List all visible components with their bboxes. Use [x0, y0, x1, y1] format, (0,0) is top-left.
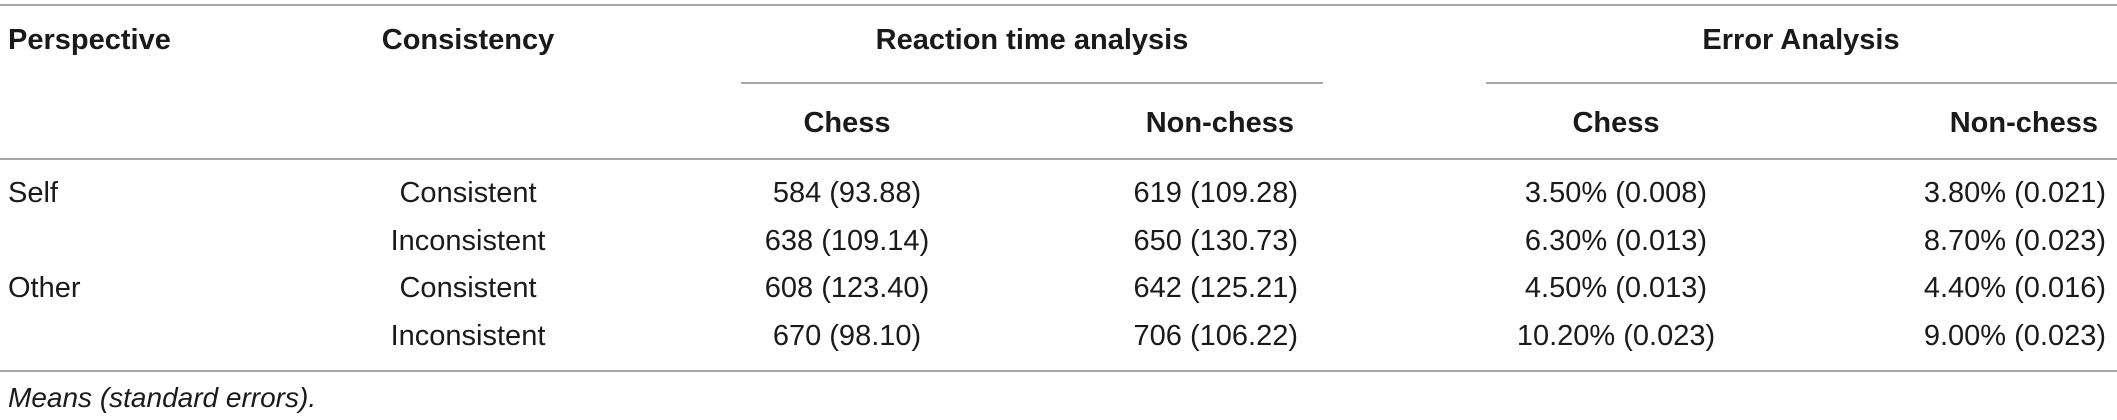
table-row-2-perspective: Other	[8, 272, 81, 304]
table-row-2-err-nonchess: 4.40% (0.016)	[1923, 272, 2106, 304]
table-row-0-err-chess: 3.50% (0.008)	[1524, 177, 1708, 209]
table-row-3-err-nonchess: 9.00% (0.023)	[1923, 320, 2106, 352]
top-rule	[0, 4, 2117, 6]
table-bottom-rule	[0, 370, 2117, 372]
table-row-3-consistency: Inconsistent	[390, 320, 546, 352]
table-row-0-err-nonchess: 3.80% (0.021)	[1923, 177, 2106, 209]
table-row-1-err-chess: 6.30% (0.013)	[1524, 225, 1708, 257]
table-row-0-rt-nonchess: 619 (109.28)	[1133, 177, 1298, 209]
header-err-chess: Chess	[1572, 107, 1660, 139]
table-row-3-rt-nonchess: 706 (106.22)	[1133, 320, 1298, 352]
header-rt-chess: Chess	[803, 107, 891, 139]
header-rt-nonchess: Non-chess	[1145, 107, 1294, 139]
error-analysis-underline	[1486, 82, 2117, 84]
table-row-0-consistency: Consistent	[399, 177, 537, 209]
header-bottom-rule	[0, 158, 2117, 160]
table-row-2-consistency: Consistent	[399, 272, 537, 304]
table-row-2-err-chess: 4.50% (0.013)	[1524, 272, 1708, 304]
table-row-1-rt-nonchess: 650 (130.73)	[1133, 225, 1298, 257]
reaction-time-underline	[741, 82, 1323, 84]
table-row-0-perspective: Self	[8, 177, 58, 209]
table-row-1-err-nonchess: 8.70% (0.023)	[1923, 225, 2106, 257]
header-reaction-time: Reaction time analysis	[875, 24, 1189, 56]
table-row-1-rt-chess: 638 (109.14)	[764, 225, 930, 257]
table-row-2-rt-nonchess: 642 (125.21)	[1133, 272, 1298, 304]
header-perspective: Perspective	[8, 24, 171, 56]
header-err-nonchess: Non-chess	[1949, 107, 2098, 139]
table-row-3-rt-chess: 670 (98.10)	[772, 320, 922, 352]
table-row-1-consistency: Inconsistent	[390, 225, 546, 257]
table-row-3-err-chess: 10.20% (0.023)	[1516, 320, 1716, 352]
table-footnote: Means (standard errors).	[8, 382, 317, 413]
header-consistency: Consistency	[381, 24, 555, 56]
table-row-0-rt-chess: 584 (93.88)	[772, 177, 922, 209]
table-row-2-rt-chess: 608 (123.40)	[764, 272, 930, 304]
header-error-analysis: Error Analysis	[1702, 24, 1900, 56]
